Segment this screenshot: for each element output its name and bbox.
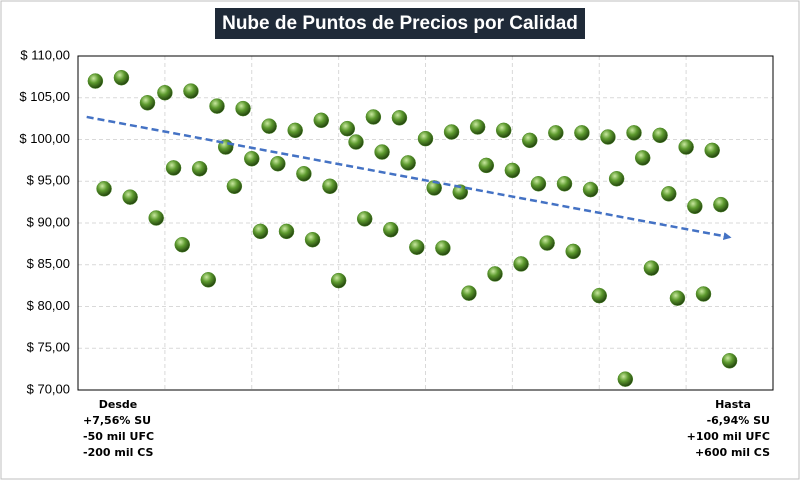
point [261, 118, 277, 134]
point [634, 150, 651, 166]
point [209, 98, 225, 114]
point [548, 125, 564, 141]
point [487, 266, 503, 282]
annotation: Hasta [715, 398, 751, 411]
point [565, 243, 581, 260]
point [383, 221, 399, 238]
point [426, 180, 442, 196]
point [278, 223, 295, 240]
point [582, 181, 599, 198]
y-tick-label: $ 70,00 [27, 381, 70, 396]
y-tick-label: $ 85,00 [27, 256, 70, 271]
point [235, 100, 251, 117]
point [643, 260, 660, 276]
y-tick-label: $ 75,00 [27, 340, 70, 355]
point [400, 155, 416, 171]
point [417, 130, 434, 147]
trendline [86, 115, 732, 241]
point [304, 231, 321, 248]
point [122, 189, 138, 205]
point [617, 371, 634, 387]
point [495, 122, 512, 139]
point [600, 129, 616, 145]
point [244, 150, 260, 167]
point [96, 181, 112, 197]
point [652, 127, 668, 144]
y-tick-label: $ 110,00 [20, 47, 70, 62]
annotation: -200 mil CS [83, 446, 153, 459]
point [313, 112, 329, 129]
point [504, 162, 521, 179]
point [339, 120, 356, 137]
plot-frame [77, 55, 774, 391]
point [322, 178, 338, 195]
point [252, 223, 269, 240]
point [695, 286, 712, 302]
point [443, 124, 460, 140]
y-tick-label: $ 90,00 [27, 214, 70, 229]
point [87, 73, 104, 89]
point [678, 139, 694, 155]
y-tick-label: $ 105,00 [19, 89, 70, 104]
point [174, 236, 190, 253]
point [539, 235, 555, 251]
point [139, 95, 156, 111]
point [704, 142, 720, 159]
point [608, 170, 625, 187]
point [478, 157, 495, 174]
annotation: -50 mil UFC [83, 430, 154, 443]
point [530, 176, 547, 192]
point [435, 240, 451, 256]
point [148, 210, 164, 226]
point [721, 353, 738, 369]
point [191, 160, 208, 177]
point [296, 165, 312, 182]
y-tick-label: $ 95,00 [27, 173, 70, 188]
point [461, 285, 477, 301]
point [513, 256, 529, 272]
y-tick-label: $ 80,00 [27, 298, 70, 313]
point [687, 198, 703, 215]
annotation: -6,94% SU [707, 414, 770, 427]
point [556, 176, 573, 192]
point [348, 134, 364, 150]
point [270, 155, 286, 172]
point [713, 196, 729, 213]
point [452, 184, 468, 200]
point [669, 290, 686, 306]
point [591, 287, 607, 304]
point [522, 132, 538, 149]
chart-title: Nube de Puntos de Precios por Calidad [222, 13, 578, 34]
point [226, 178, 243, 195]
title-box [215, 8, 585, 39]
annotation: +100 mil UFC [687, 430, 770, 443]
point [391, 110, 408, 126]
point [469, 119, 486, 135]
point [330, 272, 347, 289]
annotation: Desde [99, 398, 137, 411]
point [165, 160, 182, 176]
point [287, 122, 303, 139]
point [409, 239, 425, 255]
point [626, 125, 642, 141]
point [574, 125, 590, 141]
point [374, 144, 390, 160]
point [200, 272, 217, 288]
point [183, 83, 199, 99]
y-tick-label: $ 100,00 [19, 131, 70, 146]
point [365, 109, 382, 125]
point [661, 186, 677, 202]
annotation: +600 mil CS [695, 446, 770, 459]
point [113, 69, 130, 86]
point [356, 211, 373, 227]
annotation: +7,56% SU [83, 414, 151, 427]
point [157, 84, 173, 101]
